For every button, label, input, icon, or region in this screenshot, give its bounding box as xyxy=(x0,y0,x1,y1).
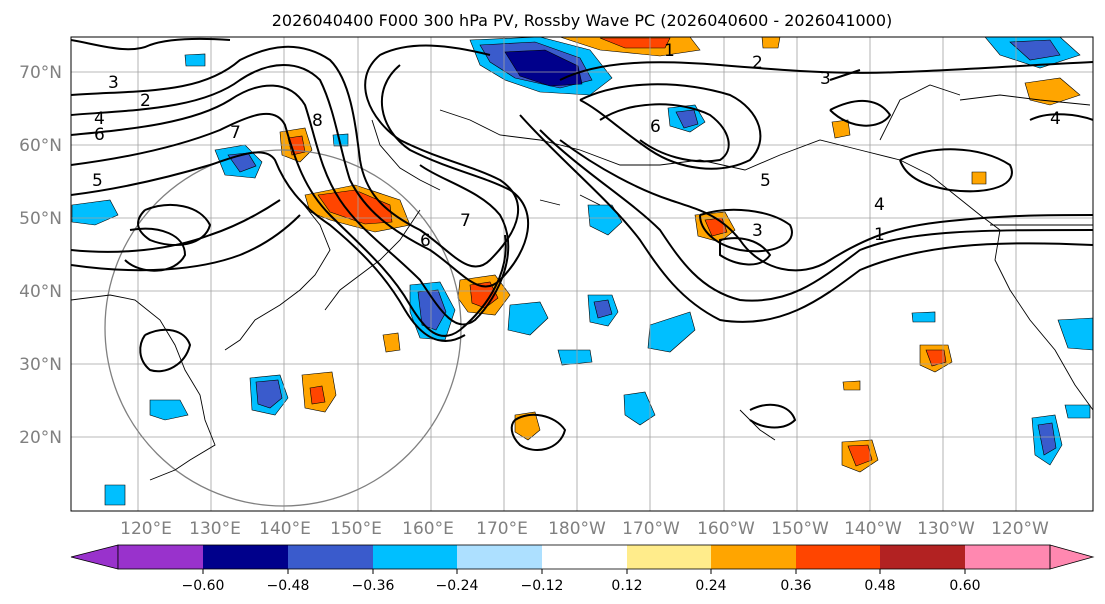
colorbar-tick-label: 0.60 xyxy=(949,578,980,594)
colorbar-tick-label: 0.48 xyxy=(864,578,895,594)
lon-label: 130°W xyxy=(917,519,975,539)
colorbar-tick-label: −0.48 xyxy=(267,578,310,594)
contour-labels: 1 1 2 2 3 3 3 4 4 4 5 5 6 6 6 7 7 8 xyxy=(92,41,1061,251)
lon-label: 120°W xyxy=(991,519,1049,539)
contour-label: 4 xyxy=(1050,109,1061,129)
contour-label: 8 xyxy=(312,111,323,131)
colorbar-segment xyxy=(118,545,203,569)
lat-label: 20°N xyxy=(19,428,62,448)
colorbar-tick-label: −0.60 xyxy=(182,578,225,594)
colorbar-tick-label: −0.24 xyxy=(436,578,479,594)
contour-label: 1 xyxy=(874,225,885,245)
colorbar-extend-left xyxy=(70,544,119,570)
contour-label: 6 xyxy=(94,125,105,145)
colorbar-extend-right xyxy=(1049,544,1095,570)
colorbar-tick-label: 0.24 xyxy=(695,578,726,594)
contour-label: 3 xyxy=(752,221,763,241)
lat-label: 70°N xyxy=(19,63,62,83)
colorbar-segment xyxy=(796,545,880,569)
latitude-labels: 70°N 60°N 50°N 40°N 30°N 20°N xyxy=(19,63,62,448)
lon-label: 170°W xyxy=(622,519,680,539)
pv-contours xyxy=(71,37,1093,451)
colorbar-segment xyxy=(542,545,627,569)
contour-label: 4 xyxy=(94,109,105,129)
coastlines xyxy=(71,84,1093,481)
contour-label: 7 xyxy=(230,123,241,143)
longitude-labels: 120°E 130°E 140°E 150°E 160°E 170°E 180°… xyxy=(120,519,1049,539)
lat-label: 30°N xyxy=(19,355,62,375)
colorbar-tick-label: −0.36 xyxy=(352,578,395,594)
lon-label: 150°E xyxy=(330,519,382,539)
colorbar-segment xyxy=(373,545,457,569)
contour-label: 5 xyxy=(92,171,103,191)
lon-label: 150°W xyxy=(771,519,829,539)
colorbar-tick-label: 0.12 xyxy=(611,578,642,594)
lat-label: 50°N xyxy=(19,209,62,229)
colorbar-segment xyxy=(203,545,288,569)
lon-label: 180°W xyxy=(548,519,606,539)
colorbar-segment xyxy=(627,545,711,569)
colorbar-segment xyxy=(880,545,965,569)
colorbar-segment xyxy=(711,545,796,569)
lon-label: 130°E xyxy=(189,519,241,539)
map-frame xyxy=(70,36,1094,512)
contour-label: 1 xyxy=(664,41,675,61)
lon-label: 160°E xyxy=(402,519,454,539)
colorbar-frame xyxy=(117,544,1051,570)
contour-label: 5 xyxy=(760,171,771,191)
lat-label: 60°N xyxy=(19,136,62,156)
lon-label: 160°W xyxy=(697,519,755,539)
colorbar: −0.60 −0.48 −0.36 −0.24 −0.12 0.12 0.24 … xyxy=(70,544,1095,594)
lon-label: 140°E xyxy=(259,519,311,539)
contour-label: 3 xyxy=(820,69,831,89)
contour-label: 2 xyxy=(752,53,763,73)
colorbar-tick-label: 0.36 xyxy=(780,578,811,594)
lon-label: 120°E xyxy=(120,519,172,539)
map-title: 2026040400 F000 300 hPa PV, Rossby Wave … xyxy=(272,11,893,30)
lat-label: 40°N xyxy=(19,282,62,302)
contour-label: 4 xyxy=(874,195,885,215)
contour-label: 2 xyxy=(140,91,151,111)
contour-label: 3 xyxy=(108,73,119,93)
contour-label: 6 xyxy=(650,117,661,137)
contour-label: 6 xyxy=(420,231,431,251)
contour-label: 7 xyxy=(460,211,471,231)
lon-label: 170°E xyxy=(476,519,528,539)
colorbar-tick-label: −0.12 xyxy=(521,578,564,594)
colorbar-segment xyxy=(288,545,373,569)
colorbar-segment xyxy=(965,545,1050,569)
lon-label: 140°W xyxy=(844,519,902,539)
map-panel: 1 1 2 2 3 3 3 4 4 4 5 5 6 6 6 7 7 8 xyxy=(71,37,1093,511)
colorbar-segment xyxy=(457,545,542,569)
